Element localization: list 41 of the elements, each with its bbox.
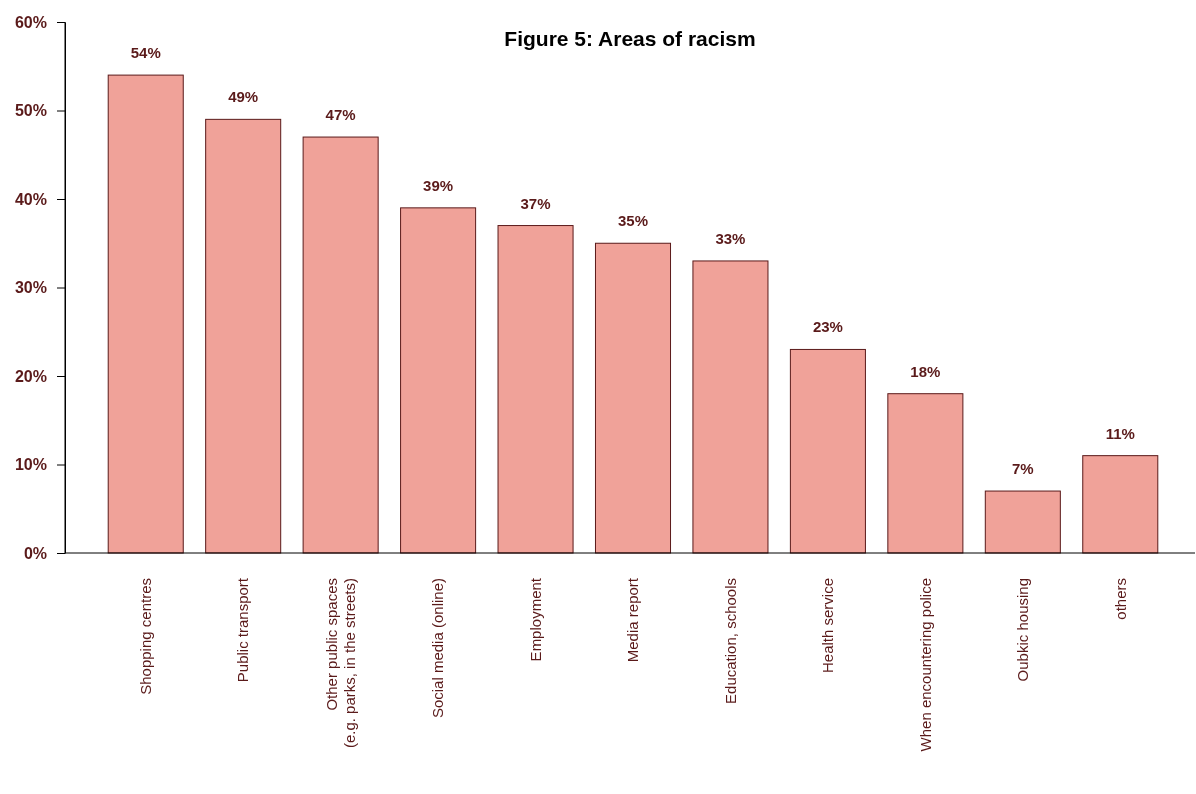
chart-title: Figure 5: Areas of racism xyxy=(504,27,756,50)
bar xyxy=(692,260,769,554)
data-label: 11% xyxy=(1105,424,1135,442)
data-label: 7% xyxy=(1011,460,1034,478)
x-tick-label: Public transport xyxy=(234,577,252,683)
x-tick-label: When encountering police xyxy=(916,578,934,752)
data-label: 33% xyxy=(715,229,746,247)
bar xyxy=(205,118,282,554)
y-tick-label: 30% xyxy=(14,279,47,297)
x-tick-label: Health service xyxy=(819,578,837,674)
x-tick-label: Education, schools xyxy=(721,578,739,704)
y-tick-label: 10% xyxy=(14,456,47,474)
data-label: 18% xyxy=(910,362,941,380)
bar xyxy=(594,242,672,554)
x-tick-label: Shopping centres xyxy=(136,578,154,695)
bar xyxy=(887,393,964,554)
y-tick-label: 0% xyxy=(23,544,47,562)
y-tick-label: 50% xyxy=(14,102,47,120)
x-tick-label: Other public spaces (e.g. parks, in the streets) xyxy=(322,578,358,749)
bar xyxy=(302,136,379,554)
data-label: 54% xyxy=(130,44,161,62)
y-tick-label: 60% xyxy=(14,13,47,31)
x-tick-label: Social media (online) xyxy=(429,578,447,719)
data-label: 37% xyxy=(520,194,551,212)
data-label: 47% xyxy=(325,106,356,124)
data-label: 23% xyxy=(812,318,843,336)
bar xyxy=(400,207,477,554)
bar xyxy=(984,490,1061,554)
bar xyxy=(107,74,184,554)
data-label: 49% xyxy=(228,88,259,106)
bar xyxy=(1082,455,1159,554)
x-tick-label: Employment xyxy=(526,577,544,662)
data-label: 39% xyxy=(423,176,454,194)
x-tick-label: Media report xyxy=(624,577,642,663)
data-label: 35% xyxy=(617,212,649,230)
x-tick-label: others xyxy=(1111,578,1129,620)
x-tick-label: Oubkic housing xyxy=(1014,578,1032,682)
bar xyxy=(497,225,574,554)
y-tick-label: 20% xyxy=(14,367,47,385)
y-tick-label: 40% xyxy=(14,190,47,208)
bar xyxy=(789,348,866,554)
